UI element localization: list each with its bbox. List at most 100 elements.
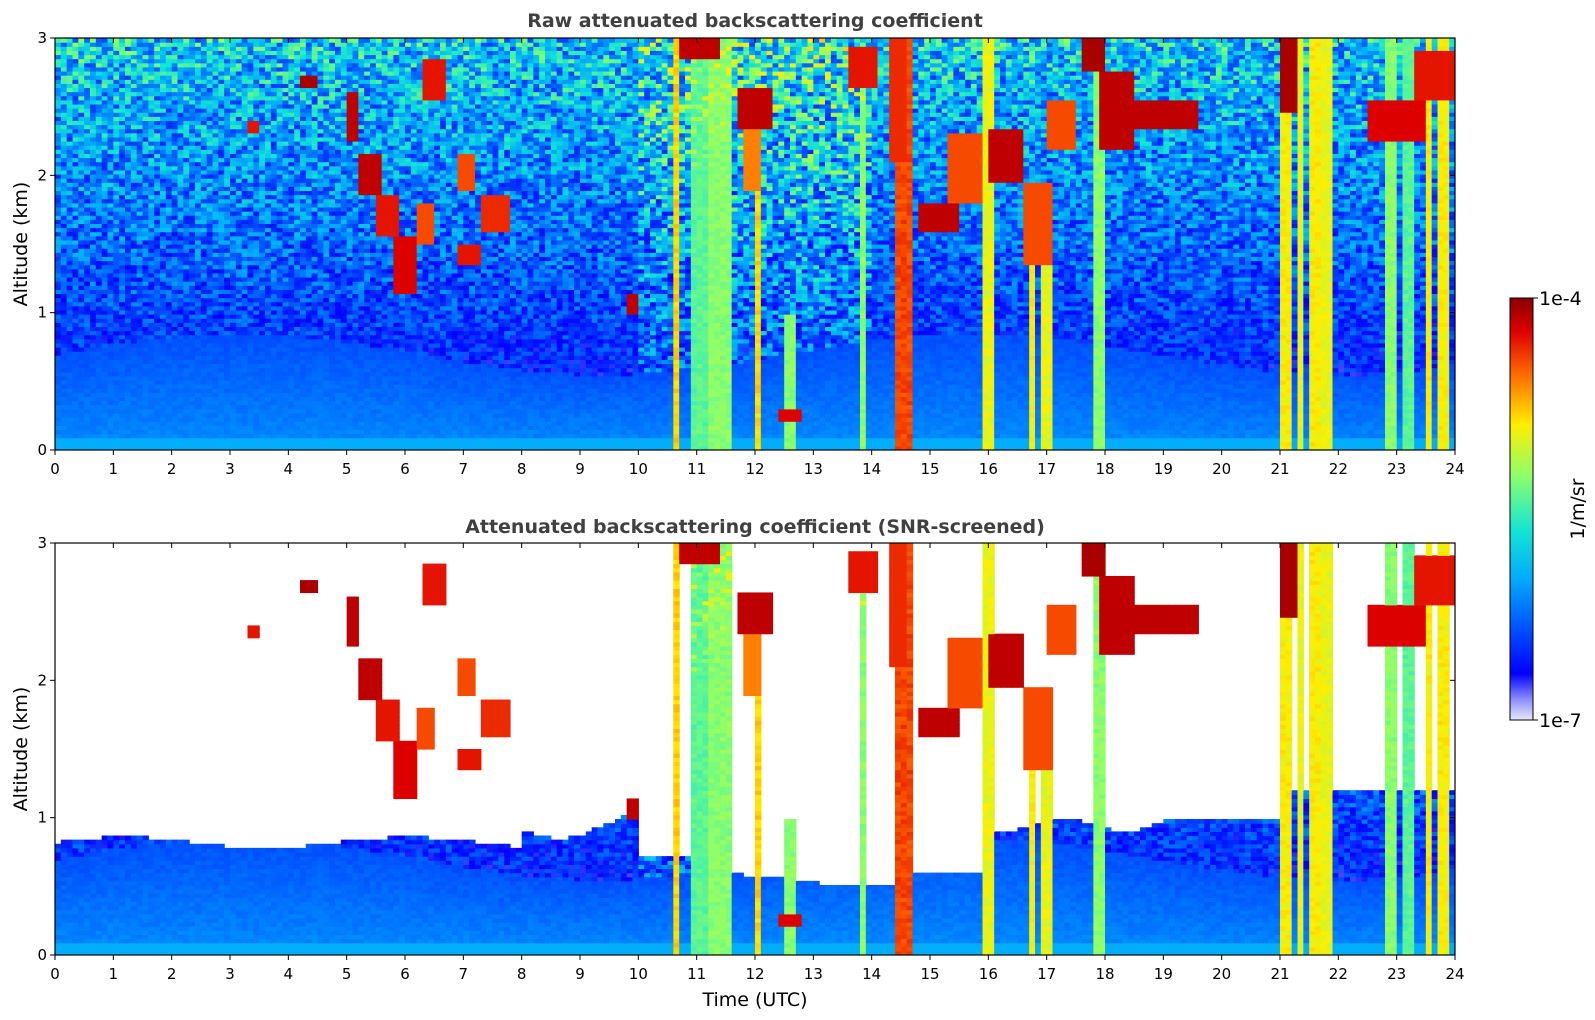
heatmap-cell <box>813 434 819 439</box>
heatmap-cell <box>907 384 913 389</box>
heatmap-cell <box>773 388 779 393</box>
heatmap-cell <box>848 409 854 414</box>
heatmap-cell <box>1228 380 1234 385</box>
heatmap-cell <box>1432 401 1438 406</box>
heatmap-cell <box>143 429 149 434</box>
heatmap-cell <box>1187 413 1193 418</box>
heatmap-cell <box>1152 417 1158 422</box>
heatmap-cell <box>843 425 849 430</box>
heatmap-cell <box>796 413 802 418</box>
heatmap-cell <box>1082 438 1088 443</box>
heatmap-cell <box>1233 429 1239 434</box>
heatmap-cell <box>697 413 703 418</box>
heatmap-cell <box>1169 388 1175 393</box>
heatmap-cell <box>691 405 697 410</box>
heatmap-cell <box>137 380 143 385</box>
heatmap-cell <box>808 401 814 406</box>
heatmap-cell <box>300 405 306 410</box>
heatmap-cell <box>294 409 300 414</box>
heatmap-cell <box>662 388 668 393</box>
heatmap-cell <box>388 425 394 430</box>
heatmap-cell <box>423 380 429 385</box>
heatmap-cell <box>1146 392 1152 397</box>
heatmap-cell <box>703 384 709 389</box>
heatmap-cell <box>294 434 300 439</box>
heatmap-cell <box>988 409 994 414</box>
heatmap-cell <box>545 409 551 414</box>
heatmap-cell <box>119 421 125 426</box>
heatmap-cell <box>1263 405 1269 410</box>
heatmap-cell <box>1408 429 1414 434</box>
heatmap-cell <box>475 421 481 426</box>
heatmap-cell <box>207 380 213 385</box>
heatmap-cell <box>423 396 429 401</box>
heatmap-cell <box>224 409 230 414</box>
heatmap-cell <box>434 413 440 418</box>
heatmap-cell <box>1268 409 1274 414</box>
heatmap-cell <box>644 401 650 406</box>
heatmap-cell <box>423 421 429 426</box>
heatmap-cell <box>1093 380 1099 385</box>
heatmap-cell <box>195 434 201 439</box>
heatmap-cell <box>154 434 160 439</box>
heatmap-cell <box>458 392 464 397</box>
heatmap-cell <box>178 421 184 426</box>
heatmap-cell <box>755 438 761 443</box>
heatmap-cell <box>580 388 586 393</box>
heatmap-cell <box>784 429 790 434</box>
heatmap-cell <box>1128 442 1134 447</box>
heatmap-cell <box>1263 429 1269 434</box>
heatmap-cell <box>673 409 679 414</box>
heatmap-cell <box>353 429 359 434</box>
heatmap-cell <box>848 384 854 389</box>
heatmap-cell <box>761 392 767 397</box>
heatmap-cell <box>1379 413 1385 418</box>
heatmap-cell <box>1088 434 1094 439</box>
heatmap-cell <box>469 384 475 389</box>
heatmap-cell <box>137 413 143 418</box>
heatmap-cell <box>1169 405 1175 410</box>
heatmap-cell <box>178 409 184 414</box>
heatmap-cell <box>703 425 709 430</box>
heatmap-cell <box>248 388 254 393</box>
heatmap-cell <box>1216 396 1222 401</box>
heatmap-cell <box>598 421 604 426</box>
heatmap-cell <box>662 409 668 414</box>
heatmap-cell <box>178 396 184 401</box>
heatmap-cell <box>236 438 242 443</box>
heatmap-cell <box>1274 442 1280 447</box>
heatmap-cell <box>312 396 318 401</box>
heatmap-cell <box>78 413 84 418</box>
heatmap-cell <box>213 429 219 434</box>
heatmap-cell <box>948 384 954 389</box>
heatmap-cell <box>283 421 289 426</box>
heatmap-cell <box>1210 380 1216 385</box>
heatmap-cell <box>848 434 854 439</box>
heatmap-cell <box>417 425 423 430</box>
heatmap-cell <box>1088 401 1094 406</box>
heatmap-cell <box>1263 417 1269 422</box>
heatmap-cell <box>108 380 114 385</box>
heatmap-cell <box>1397 396 1403 401</box>
heatmap-cell <box>948 405 954 410</box>
heatmap-cell <box>61 429 67 434</box>
heatmap-cell <box>866 380 872 385</box>
heatmap-cell <box>703 396 709 401</box>
heatmap-cell <box>755 392 761 397</box>
heatmap-cell <box>108 425 114 430</box>
heatmap-cell <box>1438 388 1444 393</box>
heatmap-cell <box>1368 405 1374 410</box>
heatmap-cell <box>580 417 586 422</box>
heatmap-cell <box>703 392 709 397</box>
heatmap-cell <box>930 380 936 385</box>
heatmap-cell <box>388 417 394 422</box>
heatmap-cell <box>189 434 195 439</box>
heatmap-cell <box>1099 380 1105 385</box>
heatmap-cell <box>563 392 569 397</box>
heatmap-cell <box>1041 388 1047 393</box>
heatmap-cell <box>1006 438 1012 443</box>
heatmap-cell <box>883 384 889 389</box>
heatmap-cell <box>312 401 318 406</box>
heatmap-cell <box>936 417 942 422</box>
heatmap-cell <box>341 405 347 410</box>
